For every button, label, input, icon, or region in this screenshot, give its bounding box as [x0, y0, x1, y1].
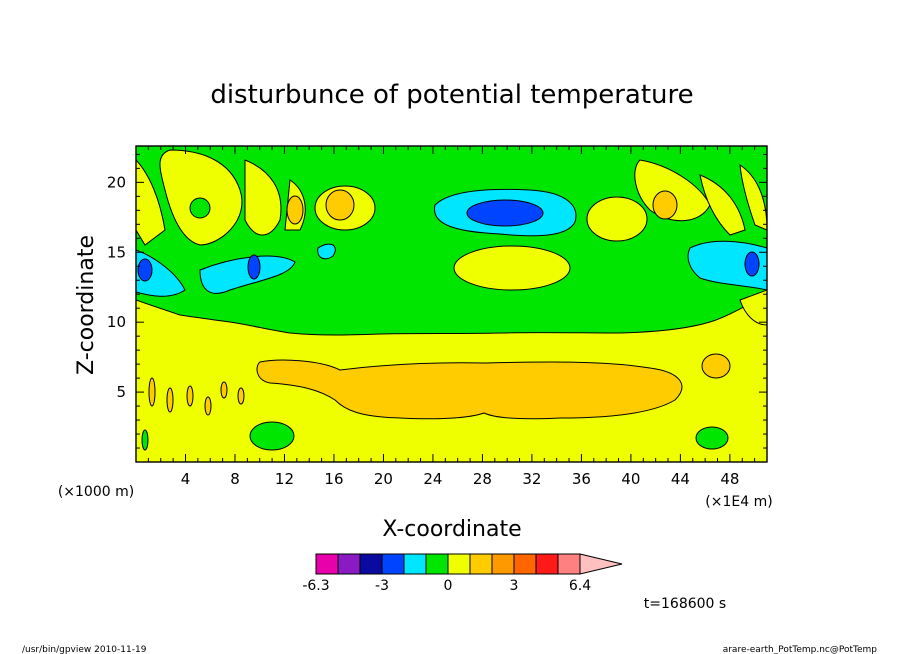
x-tick-label: 40	[621, 470, 640, 488]
y-tick-label: 20	[107, 173, 126, 191]
field-waves-left	[136, 149, 336, 297]
field-green-blob-left	[249, 421, 295, 451]
colorbar-tick-label: -6.3	[302, 578, 329, 594]
field-yellow-upper-cell	[453, 245, 571, 291]
colorbar-tick-label: 0	[444, 578, 453, 594]
colorbar: -6.3 -3 0 3 6.4	[302, 553, 623, 594]
field-streaks-lower-left	[141, 377, 245, 451]
x-tick-label: 48	[720, 470, 739, 488]
field-yellow-upper-right	[586, 196, 648, 242]
x-tick-label: 4	[181, 470, 191, 488]
colorbar-tick-label: -3	[375, 578, 389, 594]
field-waves-right	[634, 159, 767, 326]
x-tick-label: 16	[324, 470, 343, 488]
x-tick-label: 28	[473, 470, 492, 488]
y-axis: 5 10 15 20	[107, 153, 767, 449]
colorbar-swatch	[381, 553, 405, 575]
y-tick-label: 15	[107, 243, 126, 261]
colorbar-swatch	[469, 553, 493, 575]
colorbar-tick-label: 6.4	[569, 578, 591, 594]
field-blue-upper-core	[466, 199, 544, 227]
x-tick-label: 32	[522, 470, 541, 488]
x-tick-label: 12	[275, 470, 294, 488]
x-tick-label: 8	[230, 470, 240, 488]
x-axis-label: X-coordinate	[382, 517, 521, 542]
field-orange-blob-right	[701, 353, 731, 379]
colorbar-swatch	[557, 553, 581, 575]
colorbar-swatch	[535, 553, 559, 575]
footer-right: arare-earth_PotTemp.nc@PotTemp	[723, 645, 878, 654]
field-orange-core	[256, 359, 683, 420]
chart-title: disturbunce of potential temperature	[210, 80, 693, 110]
colorbar-swatch	[403, 553, 427, 575]
contour-field	[136, 146, 767, 462]
colorbar-swatch	[315, 553, 339, 575]
colorbar-swatch	[491, 553, 515, 575]
y-tick-label: 5	[116, 383, 126, 401]
y-axis-label: Z-coordinate	[74, 235, 99, 375]
colorbar-swatch	[359, 553, 383, 575]
x-tick-label: 44	[671, 470, 690, 488]
colorbar-extension	[579, 553, 623, 575]
x-unit-right: (×1E4 m)	[705, 494, 772, 510]
colorbar-tick-label: 3	[510, 578, 519, 594]
x-tick-label: 24	[423, 470, 442, 488]
y-tick-label: 10	[107, 313, 126, 331]
x-tick-label: 20	[374, 470, 393, 488]
time-label: t=168600 s	[644, 596, 726, 612]
colorbar-swatch	[447, 553, 471, 575]
x-axis: 4 8 12 16 20 24 28 32 36 40 44 48	[147, 146, 756, 488]
footer-left: /usr/bin/gpview 2010-11-19	[22, 645, 147, 654]
colorbar-swatch	[513, 553, 537, 575]
x-unit-left: (×1000 m)	[58, 484, 134, 500]
colorbar-swatch	[425, 553, 449, 575]
colorbar-swatch	[337, 553, 361, 575]
field-green-blob-right	[695, 426, 729, 450]
x-tick-label: 36	[572, 470, 591, 488]
plot-frame	[135, 145, 768, 463]
